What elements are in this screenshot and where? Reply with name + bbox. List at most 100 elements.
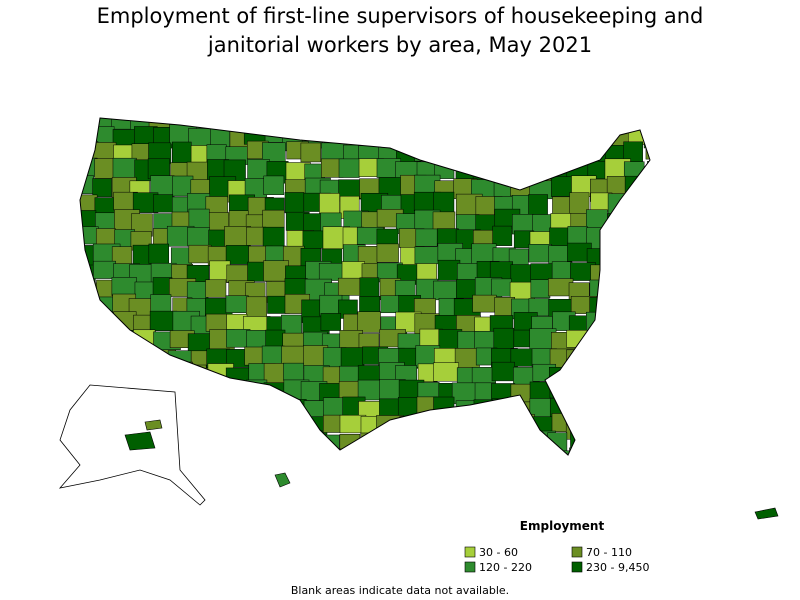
map-area bbox=[607, 213, 633, 235]
map-area bbox=[284, 192, 305, 214]
map-area bbox=[282, 399, 307, 420]
map-area bbox=[244, 447, 270, 455]
map-area bbox=[228, 417, 250, 436]
map-area bbox=[472, 294, 497, 313]
map-area bbox=[267, 452, 296, 455]
map-area bbox=[642, 118, 650, 127]
map-area bbox=[530, 279, 551, 299]
map-area bbox=[266, 118, 287, 130]
map-area bbox=[548, 366, 576, 388]
map-area bbox=[586, 434, 614, 455]
map-area bbox=[188, 244, 212, 264]
map-area bbox=[376, 126, 398, 147]
map-area bbox=[533, 159, 554, 182]
map-area bbox=[433, 362, 459, 382]
map-area bbox=[92, 313, 115, 337]
map-area bbox=[339, 126, 363, 146]
map-area bbox=[606, 260, 630, 280]
map-area bbox=[264, 430, 288, 451]
map-area bbox=[605, 366, 627, 385]
map-area bbox=[646, 397, 650, 415]
map-area bbox=[570, 364, 592, 386]
map-area bbox=[624, 398, 647, 420]
map-area bbox=[532, 129, 557, 150]
map-area bbox=[589, 379, 616, 402]
map-area bbox=[112, 157, 137, 180]
map-area bbox=[645, 364, 650, 384]
map-area bbox=[244, 346, 265, 366]
map-area bbox=[643, 125, 650, 149]
map-area bbox=[380, 450, 404, 455]
map-area bbox=[607, 396, 629, 419]
map-area bbox=[303, 400, 326, 419]
map-area bbox=[133, 363, 156, 383]
map-area bbox=[282, 413, 303, 433]
legend-title: Employment bbox=[520, 519, 605, 533]
map-area bbox=[305, 118, 329, 130]
map-area bbox=[80, 264, 96, 288]
map-area bbox=[510, 435, 533, 455]
map-area bbox=[226, 381, 253, 401]
map-area bbox=[189, 448, 213, 455]
map-area bbox=[606, 118, 629, 135]
map-area bbox=[528, 244, 553, 263]
map-area bbox=[646, 244, 650, 266]
map-area bbox=[475, 143, 501, 166]
map-area bbox=[400, 452, 425, 455]
map-area bbox=[248, 118, 270, 131]
map-area bbox=[243, 418, 264, 439]
map-area bbox=[514, 157, 535, 180]
legend: 30 - 60 70 - 110 120 - 220 230 - 9,450 bbox=[464, 546, 649, 574]
map-area bbox=[628, 332, 650, 356]
map-area bbox=[263, 260, 289, 282]
map-title: Employment of first-line supervisors of … bbox=[96, 4, 704, 57]
map-area bbox=[96, 330, 123, 349]
map-area bbox=[454, 447, 479, 455]
map-area bbox=[300, 142, 322, 163]
legend-label: 30 - 60 bbox=[479, 546, 518, 559]
map-area bbox=[647, 174, 650, 196]
map-area bbox=[438, 118, 466, 131]
map-area bbox=[80, 175, 94, 195]
map-area bbox=[150, 294, 172, 314]
map-area bbox=[362, 118, 389, 135]
map-area bbox=[585, 118, 609, 128]
map-area bbox=[436, 417, 459, 437]
map-area bbox=[604, 316, 630, 336]
map-area bbox=[604, 280, 631, 301]
map-area bbox=[188, 433, 214, 454]
map-area bbox=[148, 243, 170, 264]
map-area bbox=[205, 313, 228, 332]
map-area bbox=[80, 345, 98, 367]
map-area bbox=[167, 361, 193, 385]
map-area bbox=[80, 126, 98, 148]
map-area bbox=[206, 449, 234, 455]
map-area bbox=[248, 434, 273, 454]
puerto-rico bbox=[754, 507, 779, 520]
map-area bbox=[205, 279, 227, 298]
map-area bbox=[206, 418, 231, 438]
map-area bbox=[262, 209, 285, 228]
map-area bbox=[167, 350, 192, 371]
us-outline bbox=[79, 117, 651, 456]
map-area bbox=[186, 399, 207, 419]
map-area bbox=[455, 400, 476, 419]
map-area bbox=[548, 118, 571, 131]
map-area bbox=[471, 118, 497, 133]
map-area bbox=[570, 430, 596, 450]
map-area bbox=[628, 345, 650, 365]
map-area bbox=[320, 313, 342, 331]
map-area bbox=[511, 146, 537, 169]
map-area bbox=[624, 243, 645, 267]
map-area bbox=[508, 118, 536, 133]
map-area bbox=[627, 281, 650, 304]
map-area bbox=[495, 145, 523, 165]
map-area bbox=[550, 142, 575, 161]
alaska-area bbox=[144, 419, 163, 431]
map-area bbox=[395, 434, 417, 454]
map-area bbox=[642, 328, 650, 350]
map-area bbox=[623, 365, 647, 390]
map-area bbox=[171, 141, 192, 165]
map-area bbox=[569, 447, 596, 455]
